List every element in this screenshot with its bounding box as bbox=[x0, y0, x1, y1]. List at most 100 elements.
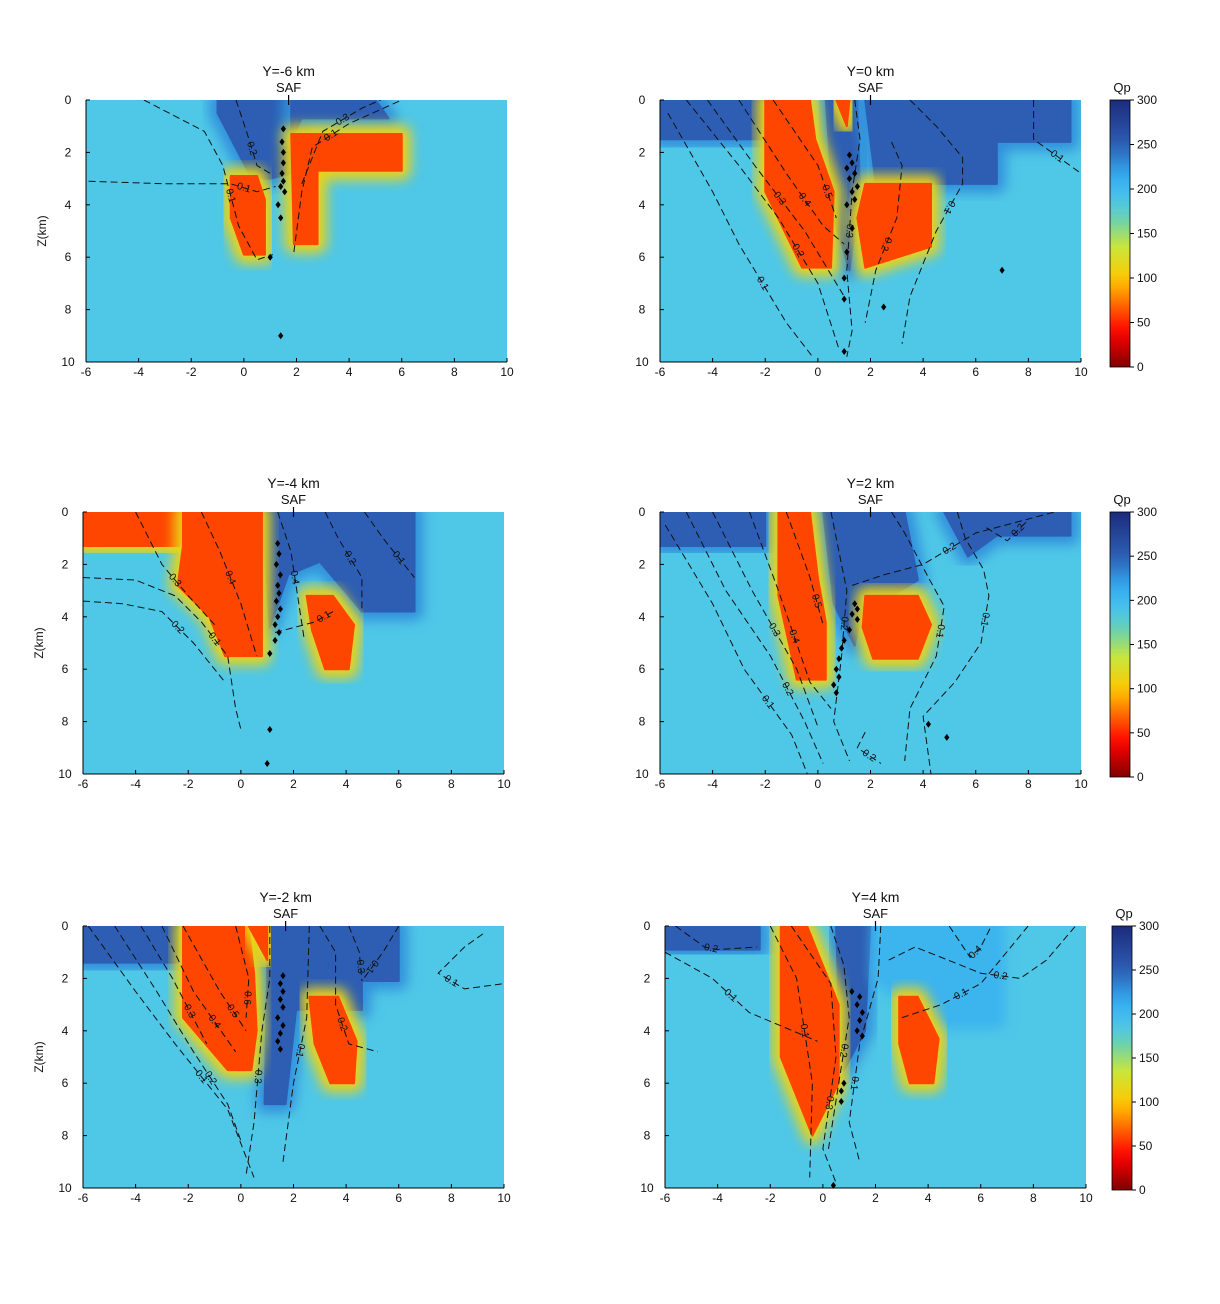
earthquake-event bbox=[849, 988, 855, 995]
colorbar-title: Qp bbox=[1115, 906, 1132, 921]
y-axis-label: Z(km) bbox=[32, 1041, 46, 1072]
qp-region bbox=[835, 100, 851, 128]
contour-line bbox=[901, 100, 964, 344]
y-axis-label: Z(km) bbox=[32, 627, 46, 658]
panel-title: Y=2 km bbox=[847, 475, 895, 491]
colorbar-tick-label: 250 bbox=[1139, 963, 1159, 977]
earthquake-event bbox=[273, 560, 279, 568]
colorbar-scale bbox=[1109, 511, 1131, 778]
panel-4: 0.10.20.30.40.50.60.30.10.20.30.10.1-6 -4… bbox=[32, 889, 511, 1205]
x-tick-label: -6 bbox=[78, 777, 89, 791]
contour-line bbox=[851, 512, 1055, 586]
heatmap-field bbox=[83, 512, 424, 679]
y-tick-label: 6 bbox=[62, 662, 69, 676]
contour-label: 0.6 bbox=[241, 991, 253, 1006]
events bbox=[830, 988, 865, 1189]
contours: 0.10.10.20.10.3 bbox=[88, 100, 403, 261]
colorbar-scale bbox=[1111, 925, 1133, 1191]
y-tick-label: 0 bbox=[639, 93, 646, 107]
contour-line bbox=[922, 512, 990, 774]
y-tick-label: 10 bbox=[635, 767, 649, 781]
earthquake-event bbox=[276, 629, 282, 637]
y-tick-label: 6 bbox=[639, 250, 646, 264]
x-tick-label: 0 bbox=[815, 365, 822, 379]
earthquake-event bbox=[282, 188, 288, 196]
x-tick-label: 4 bbox=[925, 1191, 932, 1205]
colorbar-tick-label: 200 bbox=[1139, 1007, 1159, 1021]
contour-line bbox=[83, 600, 226, 683]
y-tick-label: 10 bbox=[635, 355, 649, 369]
contour-label: 0.1 bbox=[223, 188, 237, 205]
contour-line bbox=[348, 926, 363, 982]
x-tick-label: -6 bbox=[655, 365, 666, 379]
events bbox=[267, 125, 288, 340]
contour-label: 0.2 bbox=[838, 616, 850, 631]
panel-title: Y=0 km bbox=[847, 63, 895, 79]
colorbar-tick-label: 300 bbox=[1139, 919, 1159, 933]
colorbar: Qp 0 50 100 150 200 250 300 bbox=[1111, 906, 1159, 1197]
events bbox=[831, 600, 950, 741]
y-tick-label: 4 bbox=[644, 1024, 651, 1038]
qp-region bbox=[305, 594, 356, 671]
colorbar-tick-label: 150 bbox=[1137, 227, 1157, 241]
panel-title: Y=-4 km bbox=[267, 475, 320, 491]
x-tick-label: 4 bbox=[346, 365, 353, 379]
contour-label: 0.3 bbox=[822, 1095, 835, 1111]
x-tick-label: -4 bbox=[707, 777, 718, 791]
y-tick-label: 10 bbox=[61, 355, 75, 369]
earthquake-event bbox=[833, 689, 839, 697]
contour-label: 0.2 bbox=[244, 140, 259, 157]
y-tick-label: 6 bbox=[644, 1076, 651, 1090]
colorbar-tick-label: 50 bbox=[1139, 1139, 1153, 1153]
earthquake-event bbox=[280, 988, 286, 995]
colorbar-tick-label: 100 bbox=[1139, 1095, 1159, 1109]
earthquake-event bbox=[852, 196, 858, 204]
qp-region bbox=[83, 926, 179, 964]
x-tick-label: 4 bbox=[343, 777, 350, 791]
y-tick-label: 4 bbox=[65, 198, 72, 212]
earthquake-event bbox=[854, 1027, 860, 1035]
contour-line bbox=[685, 100, 840, 350]
x-tick-label: 2 bbox=[290, 1191, 297, 1205]
qp-region bbox=[777, 512, 827, 681]
x-tick-label: -4 bbox=[712, 1191, 723, 1205]
contour-line bbox=[140, 926, 208, 1045]
contour-label: 0.2 bbox=[703, 942, 719, 956]
qp-region bbox=[229, 174, 266, 256]
y-tick-label: 10 bbox=[58, 1181, 72, 1195]
qp-region bbox=[216, 100, 293, 180]
colorbar-tick-label: 150 bbox=[1137, 638, 1157, 652]
x-tick-label: 4 bbox=[920, 777, 927, 791]
x-tick-label: 10 bbox=[1079, 1191, 1093, 1205]
y-tick-label: 6 bbox=[639, 662, 646, 676]
qp-region bbox=[660, 512, 767, 548]
contour-line bbox=[891, 512, 945, 761]
x-tick-label: 0 bbox=[820, 1191, 827, 1205]
contour-line bbox=[738, 100, 845, 245]
fault-label: SAF bbox=[281, 492, 306, 507]
colorbar: Qp 0 50 100 150 200 250 300 bbox=[1109, 80, 1157, 374]
contour-line bbox=[790, 926, 837, 1183]
heatmap-field bbox=[208, 100, 411, 264]
qp-region bbox=[856, 182, 933, 269]
earthquake-event bbox=[838, 644, 845, 652]
panel-5: 0.10.20.30.20.10.10.20.10.4-6 -4 -2 0 2 4 6 8 10… bbox=[640, 889, 1093, 1205]
earthquake-event bbox=[264, 760, 270, 768]
panel-title: Y=-6 km bbox=[262, 63, 315, 79]
contours: 0.10.20.30.20.10.10.20.10.4 bbox=[665, 926, 1076, 1183]
contour-line bbox=[986, 519, 1029, 542]
contour-line bbox=[235, 100, 271, 174]
colorbar-title: Qp bbox=[1113, 492, 1130, 507]
x-tick-label: 4 bbox=[920, 365, 927, 379]
colorbar-tick-label: 50 bbox=[1137, 316, 1151, 330]
contour-line bbox=[88, 180, 276, 193]
earthquake-event bbox=[849, 224, 855, 232]
colorbar-tick-label: 100 bbox=[1137, 271, 1157, 285]
contours: 0.10.20.3 0.40.50.20.10.10.20.20.2 bbox=[664, 512, 1055, 774]
earthquake-event bbox=[280, 148, 286, 156]
earthquake-event bbox=[944, 733, 950, 741]
panel-title: Y=4 km bbox=[852, 889, 900, 905]
earthquake-event bbox=[272, 636, 278, 644]
colorbar-tick-label: 0 bbox=[1139, 1183, 1146, 1197]
y-tick-label: 8 bbox=[644, 1129, 651, 1143]
